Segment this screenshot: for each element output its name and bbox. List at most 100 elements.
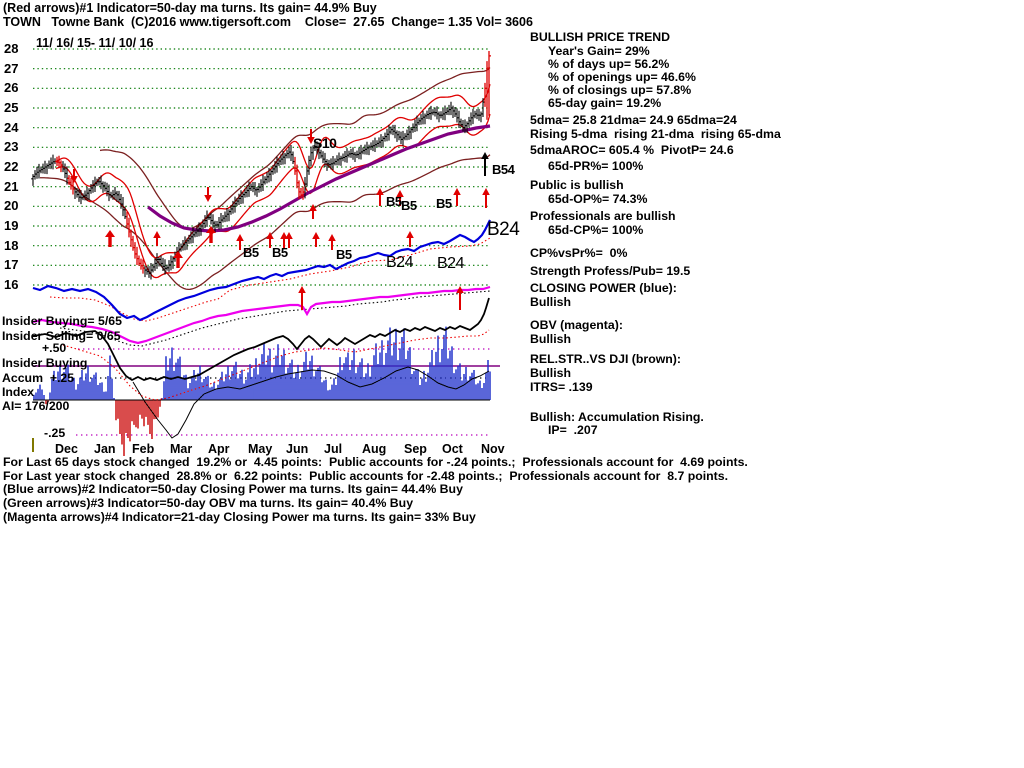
upper-brown-band [99, 67, 491, 230]
signal-label-b5-6: B5 [336, 247, 352, 262]
signal-label-b24-9: B24 [386, 254, 413, 271]
footer-line-0: For Last 65 days stock changed 19.2% or … [3, 455, 748, 469]
month-label-nov: Nov [481, 442, 505, 456]
signal-label-s10-0: S10 [313, 135, 337, 151]
footer-line-1: For Last year stock changed 28.8% or 6.2… [3, 468, 729, 483]
signal-arrowhead-11 [396, 190, 404, 197]
signal-label-b5-4: B5 [243, 245, 259, 260]
signal-arrowhead-1 [173, 251, 183, 258]
analysis-line-10: Public is bullish [530, 178, 624, 192]
footer-line-2: (Blue arrows)#2 Indicator=50-day Closing… [3, 482, 463, 497]
signal-arrowhead-16 [309, 204, 317, 211]
footer-line-3: (Green arrows)#3 Indicator=50-day OBV ma… [3, 496, 414, 511]
signal-arrowhead-8 [328, 234, 336, 241]
signal-arrowhead-10 [376, 188, 384, 195]
analysis-line-22: ITRS= .139 [530, 380, 593, 394]
signal-arrowhead-4 [236, 234, 244, 241]
price-ohlc-bars [31, 98, 485, 280]
accumulation-index-positive-bars [33, 326, 491, 400]
analysis-line-15: Strength Profess/Pub= 19.5 [530, 264, 691, 278]
analysis-line-0: BULLISH PRICE TREND [530, 30, 671, 44]
signal-arrowhead-17 [312, 232, 320, 239]
title-bar: TOWN Towne Bank (C)2016 www.tigersoft.co… [3, 15, 533, 29]
y-tick-23: 23 [4, 139, 19, 155]
month-label-jan: Jan [94, 442, 116, 456]
signal-arrowhead-7 [285, 232, 293, 239]
analysis-line-14: CP%vsPr%= 0% [530, 246, 628, 260]
signal-label-b5-2: B5 [401, 198, 417, 213]
red-arrow-indicator-legend: (Red arrows)#1 Indicator=50-day ma turns… [3, 1, 377, 15]
analysis-line-21: Bullish [530, 366, 571, 380]
signal-label-b24-10: B24 [437, 255, 464, 272]
month-label-jun: Jun [286, 442, 309, 456]
signal-arrowhead-21 [481, 152, 489, 159]
signal-arrowhead-18 [204, 195, 212, 202]
accumulation-ma-line [132, 366, 490, 439]
analysis-line-16: CLOSING POWER (blue): [530, 281, 677, 295]
lower-brown-band [39, 154, 491, 291]
signal-arrowhead-15 [456, 286, 464, 293]
pane-label-4: Accum +.25 [2, 371, 75, 385]
analysis-line-3: % of openings up= 46.6% [548, 70, 696, 84]
obv-line [32, 285, 491, 345]
pane-label-2: +.50 [42, 341, 67, 355]
signal-arrowhead-9 [406, 231, 414, 238]
signal-arrowhead-3 [153, 231, 161, 238]
signal-arrowhead-6 [280, 232, 288, 239]
pane-label-1: Insider Selling= 0/65 [2, 329, 121, 343]
analysis-line-2: % of days up= 56.2% [548, 57, 670, 71]
analysis-line-24: IP= .207 [548, 423, 598, 437]
signal-label-b5-5: B5 [272, 245, 288, 260]
analysis-line-19: Bullish [530, 332, 571, 346]
y-tick-27: 27 [4, 60, 19, 76]
signal-label-b5-3: B5 [436, 196, 452, 211]
analysis-line-1: Year's Gain= 29% [548, 44, 650, 58]
month-label-mar: Mar [170, 442, 193, 456]
relative-strength-ma-dotted [62, 329, 490, 401]
y-tick-20: 20 [4, 198, 19, 214]
y-tick-24: 24 [4, 119, 19, 135]
signal-label-b5-1: B5 [386, 194, 402, 209]
analysis-line-12: Professionals are bullish [530, 209, 676, 223]
pane-label-3: Insider Buying [2, 356, 88, 370]
month-label-apr: Apr [208, 442, 230, 456]
footer-line-4: (Magenta arrows)#4 Indicator=21-day Clos… [3, 509, 476, 524]
analysis-line-9: 65d-PR%= 100% [548, 159, 644, 173]
analysis-line-5: 65-day gain= 19.2% [548, 96, 662, 110]
month-label-oct: Oct [442, 442, 463, 456]
pane-label-5: Index [2, 385, 35, 399]
y-tick-18: 18 [4, 237, 19, 253]
signal-arrowhead-12 [453, 188, 461, 195]
y-tick-19: 19 [4, 218, 19, 233]
signal-arrowhead-0 [105, 230, 115, 237]
y-tick-21: 21 [4, 178, 19, 194]
y-tick-22: 22 [4, 159, 19, 174]
analysis-line-13: 65d-CP%= 100% [548, 223, 644, 237]
price-ohlc-bars-red [55, 50, 491, 274]
month-label-dec: Dec [55, 442, 78, 456]
closing-power-line [32, 219, 491, 322]
analysis-line-23: Bullish: Accumulation Rising. [530, 410, 704, 424]
signal-label-b54-7: B54 [492, 162, 515, 177]
date-range: 11/ 16/ 15- 11/ 10/ 16 [36, 36, 154, 50]
analysis-line-6: 5dma= 25.8 21dma= 24.9 65dma=24 [530, 113, 737, 127]
signal-arrowhead-19 [307, 137, 315, 144]
month-label-aug: Aug [362, 442, 387, 456]
signal-arrowhead-2 [206, 226, 216, 233]
pane-label-0: Insider Buying= 5/65 [2, 314, 122, 328]
y-tick-26: 26 [4, 80, 19, 96]
signal-label-b24-8: B24 [487, 219, 520, 240]
signal-arrowhead-20 [70, 176, 78, 183]
y-tick-28: 28 [4, 41, 19, 56]
ma65-purple-line [147, 124, 491, 233]
signal-arrowhead-5 [266, 232, 274, 239]
month-label-jul: Jul [324, 442, 343, 456]
pane-label-7: -.25 [44, 426, 66, 440]
y-tick-16: 16 [4, 277, 19, 292]
analysis-line-17: Bullish [530, 295, 571, 309]
signal-arrowhead-13 [482, 188, 490, 195]
y-tick-25: 25 [4, 100, 19, 115]
relative-strength-line [32, 297, 490, 382]
